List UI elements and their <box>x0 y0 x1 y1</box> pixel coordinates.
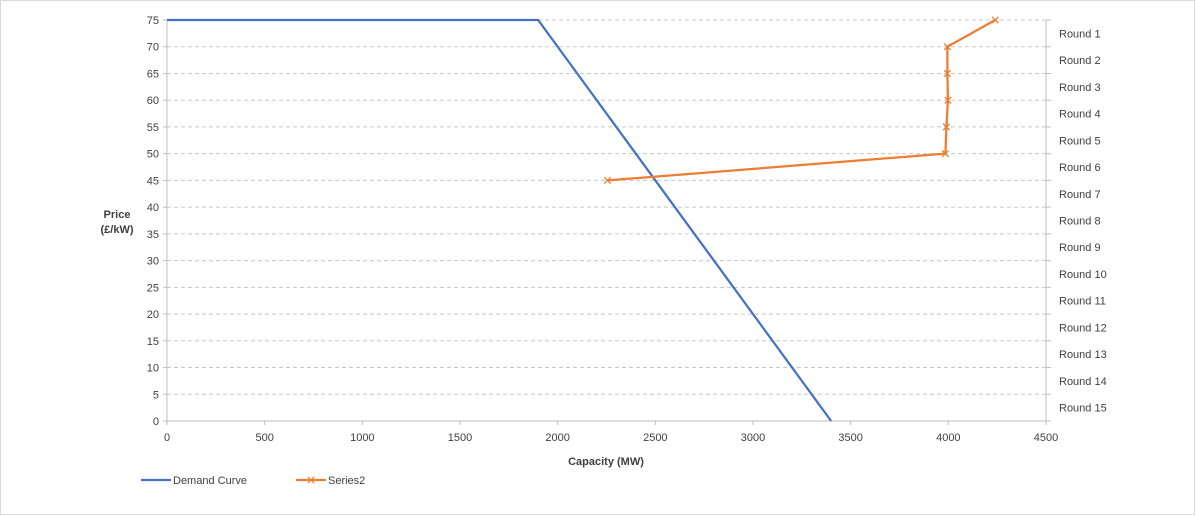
y-tick-label: 40 <box>147 202 159 214</box>
series-line <box>167 18 833 422</box>
round-label: Round 11 <box>1059 296 1106 308</box>
marker-stroke <box>943 69 952 78</box>
data-point-marker <box>991 16 999 24</box>
round-label: Round 4 <box>1059 109 1101 121</box>
round-label: Round 15 <box>1059 403 1107 415</box>
legend: Demand Curve Series2 <box>141 475 365 487</box>
x-tick-label: 2500 <box>643 432 667 444</box>
marker-stroke <box>943 43 952 51</box>
y-tick-label: 70 <box>147 42 159 54</box>
grid-lines <box>167 19 1046 395</box>
legend-label: Demand Curve <box>173 475 247 487</box>
marker-stroke <box>941 150 950 158</box>
legend-item: Series2 <box>296 475 365 487</box>
y-tick-label: 60 <box>147 95 159 107</box>
y-tick-label: 30 <box>147 256 159 268</box>
round-label: Round 5 <box>1059 135 1101 147</box>
secondary-y-labels: Round 1 Round 2 Round 3 Round 4 Round 5 Round… <box>1059 28 1107 414</box>
x-tick-label: 2000 <box>545 432 569 444</box>
x-tick-label: 3000 <box>741 432 765 444</box>
data-point-marker <box>944 96 952 104</box>
data-point-marker <box>943 69 952 78</box>
x-tick-label: 4000 <box>936 432 960 444</box>
y-axis-title-line2: (£/kW) <box>101 224 134 236</box>
round-label: Round 9 <box>1059 242 1101 254</box>
data-point-marker <box>941 150 950 158</box>
round-label: Round 3 <box>1059 82 1101 94</box>
x-tick-label: 1500 <box>448 432 472 444</box>
x-tick-labels: 0 500 1000 1500 2000 2500 3000 3500 4000 4500 <box>164 432 1058 444</box>
marker-stroke <box>991 16 999 24</box>
y-tick-labels: 0 5 10 15 20 25 30 35 40 45 50 55 60 65 70 75 <box>147 15 159 428</box>
x-tick-label: 4500 <box>1034 432 1058 444</box>
y-tick-label: 75 <box>147 15 159 27</box>
round-label: Round 7 <box>1059 189 1101 201</box>
y-axis-title-line1: Price <box>104 209 131 221</box>
y-tick-label: 5 <box>153 389 159 401</box>
round-label: Round 14 <box>1059 376 1107 388</box>
y-tick-label: 35 <box>147 229 159 241</box>
round-label: Round 6 <box>1059 162 1101 174</box>
y-tick-label: 15 <box>147 336 159 348</box>
axes <box>163 19 1051 425</box>
y-tick-label: 50 <box>147 149 159 161</box>
series-layer <box>167 16 999 422</box>
y-tick-label: 55 <box>147 122 159 134</box>
y-tick-label: 20 <box>147 309 159 321</box>
legend-marker <box>307 476 315 484</box>
data-point-marker <box>603 176 612 185</box>
y-tick-label: 0 <box>153 416 159 428</box>
x-tick-label: 500 <box>255 432 273 444</box>
x-tick-label: 3500 <box>838 432 862 444</box>
marker-stroke <box>603 176 612 185</box>
marker-stroke <box>942 123 951 131</box>
round-label: Round 2 <box>1059 55 1101 67</box>
legend-item: Demand Curve <box>141 475 247 487</box>
round-label: Round 12 <box>1059 322 1107 334</box>
round-label: Round 1 <box>1059 28 1101 40</box>
round-label: Round 8 <box>1059 216 1101 228</box>
y-tick-label: 25 <box>147 282 159 294</box>
x-tick-label: 0 <box>164 432 170 444</box>
round-label: Round 13 <box>1059 349 1107 361</box>
y-tick-label: 45 <box>147 175 159 187</box>
data-point-marker <box>942 123 951 131</box>
marker-stroke <box>944 96 952 104</box>
data-point-marker <box>943 43 952 51</box>
round-label: Round 10 <box>1059 269 1107 281</box>
legend-label: Series2 <box>328 475 365 487</box>
x-axis-title: Capacity (MW) <box>568 456 644 468</box>
y-tick-label: 65 <box>147 68 159 80</box>
x-tick-label: 1000 <box>350 432 374 444</box>
y-tick-label: 10 <box>147 363 159 375</box>
